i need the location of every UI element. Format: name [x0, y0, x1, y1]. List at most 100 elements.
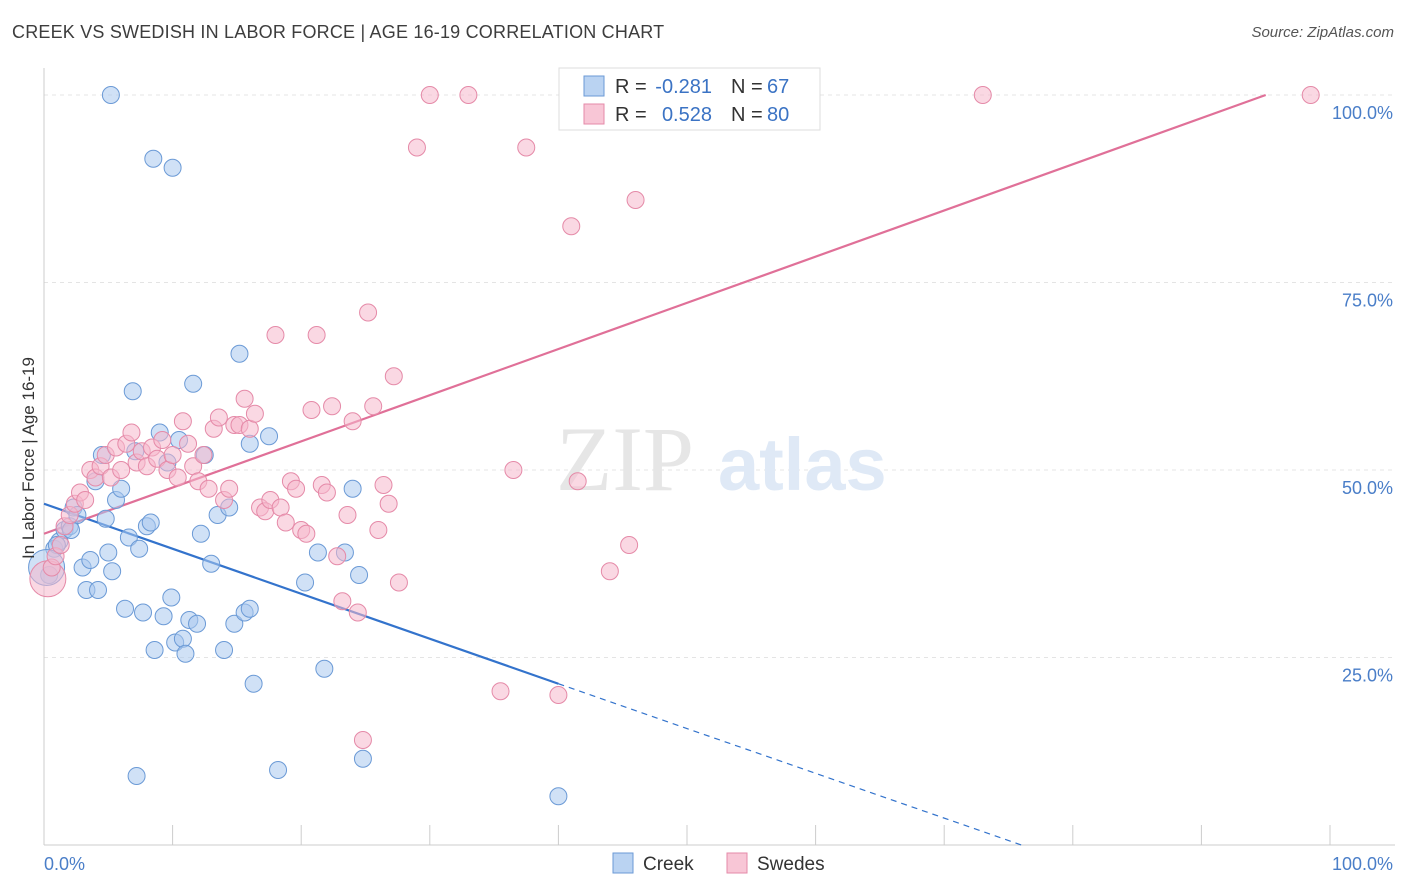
swedes-point — [240, 419, 259, 438]
y-tick-label: 75.0% — [1342, 291, 1393, 311]
swedes-legend-swatch — [583, 103, 605, 125]
swedes-point — [491, 682, 510, 701]
swedes-point — [420, 86, 439, 104]
swedes-point — [173, 412, 192, 431]
swedes-point — [51, 536, 70, 554]
creek-point — [225, 614, 244, 633]
swedes-point — [348, 603, 367, 622]
swedes-point — [568, 472, 587, 491]
watermark-zip: ZIP — [556, 408, 694, 510]
swedes-point — [504, 461, 523, 479]
swedes-point — [562, 217, 581, 236]
swedes-point — [973, 86, 992, 104]
swedes-point — [389, 573, 408, 592]
r-value: -0.281 — [655, 76, 712, 98]
creek-point — [144, 149, 163, 168]
creek-point — [202, 554, 221, 573]
grid-lines — [44, 94, 1395, 658]
x-tick-labels: 0.0% 100.0% — [44, 854, 1393, 874]
swedes-point — [343, 412, 362, 431]
creek-legend-swatch — [612, 852, 634, 874]
swedes-point — [600, 562, 619, 581]
creek-point — [130, 539, 149, 558]
creek-point — [244, 674, 263, 693]
y-tick-labels: 25.0% 50.0% 75.0% 100.0% — [1332, 103, 1393, 686]
creek-point — [162, 588, 181, 607]
swedes-point — [338, 506, 357, 524]
creek-point — [343, 479, 362, 498]
chart-title: CREEK VS SWEDISH IN LABOR FORCE | AGE 16… — [12, 22, 665, 42]
swedes-trend-line — [43, 93, 1267, 535]
creek-point — [315, 659, 334, 678]
creek-point — [176, 644, 195, 663]
correlation-legend: R = -0.281 N = 67 R = 0.528 N = 80 — [558, 67, 821, 131]
swedes-point — [369, 521, 388, 539]
creek-point — [549, 787, 568, 806]
swedes-point — [287, 479, 306, 498]
swedes-point — [626, 191, 645, 209]
y-axis-label: In Labor Force | Age 16-19 — [19, 357, 38, 559]
data-points — [28, 86, 1320, 806]
creek-point — [296, 573, 315, 592]
creek-point — [145, 641, 164, 659]
creek-point — [134, 603, 153, 622]
creek-point — [191, 524, 210, 543]
source-label: Source: ZipAtlas.com — [1251, 24, 1394, 41]
swedes-point — [353, 731, 372, 749]
creek-point — [260, 427, 279, 446]
creek-legend-label: Creek — [643, 854, 694, 875]
creek-legend-swatch — [583, 75, 605, 97]
creek-point — [154, 607, 173, 626]
creek-point — [184, 374, 203, 393]
r-label: R = — [615, 104, 647, 126]
watermark-atlas: atlas — [718, 423, 887, 506]
swedes-point — [266, 326, 285, 344]
creek-point — [112, 479, 131, 498]
creek-point — [240, 434, 259, 453]
creek-point — [230, 344, 249, 363]
creek-point — [188, 614, 207, 633]
swedes-point — [379, 494, 398, 513]
swedes-point — [364, 397, 383, 416]
swedes-point — [328, 547, 347, 566]
n-value: 80 — [767, 104, 789, 126]
creek-point — [173, 629, 192, 648]
swedes-point — [245, 404, 264, 423]
creek-point — [96, 509, 115, 528]
n-label: N = — [731, 76, 763, 98]
creek-point — [240, 599, 259, 618]
watermark: ZIP atlas — [556, 408, 887, 510]
swedes-point — [302, 401, 321, 419]
swedes-point — [517, 138, 536, 157]
creek-point — [81, 551, 100, 569]
swedes-point — [307, 326, 326, 344]
swedes-point — [1301, 86, 1320, 104]
creek-point — [163, 158, 182, 177]
swedes-point — [271, 498, 290, 517]
n-value: 67 — [767, 76, 789, 98]
swedes-point — [323, 397, 342, 416]
creek-point — [350, 566, 369, 584]
n-label: N = — [731, 104, 763, 126]
series-legend: Creek Swedes — [612, 852, 825, 875]
creek-point — [116, 599, 135, 618]
swedes-point — [179, 434, 198, 453]
swedes-legend-swatch — [726, 852, 748, 874]
creek-point — [127, 767, 146, 785]
swedes-point — [374, 476, 393, 494]
swedes-point — [359, 303, 378, 322]
x-tick-label: 100.0% — [1332, 854, 1393, 874]
y-tick-label: 25.0% — [1342, 666, 1393, 686]
swedes-point — [209, 408, 228, 427]
swedes-point — [620, 536, 639, 554]
swedes-point — [76, 491, 95, 509]
swedes-point — [220, 479, 239, 498]
creek-point — [123, 382, 142, 401]
creek-point — [89, 581, 108, 599]
y-tick-label: 100.0% — [1332, 103, 1393, 123]
swedes-point — [297, 524, 316, 543]
swedes-point — [163, 446, 182, 464]
creek-trend-extension — [558, 683, 1022, 846]
swedes-point — [317, 483, 336, 502]
